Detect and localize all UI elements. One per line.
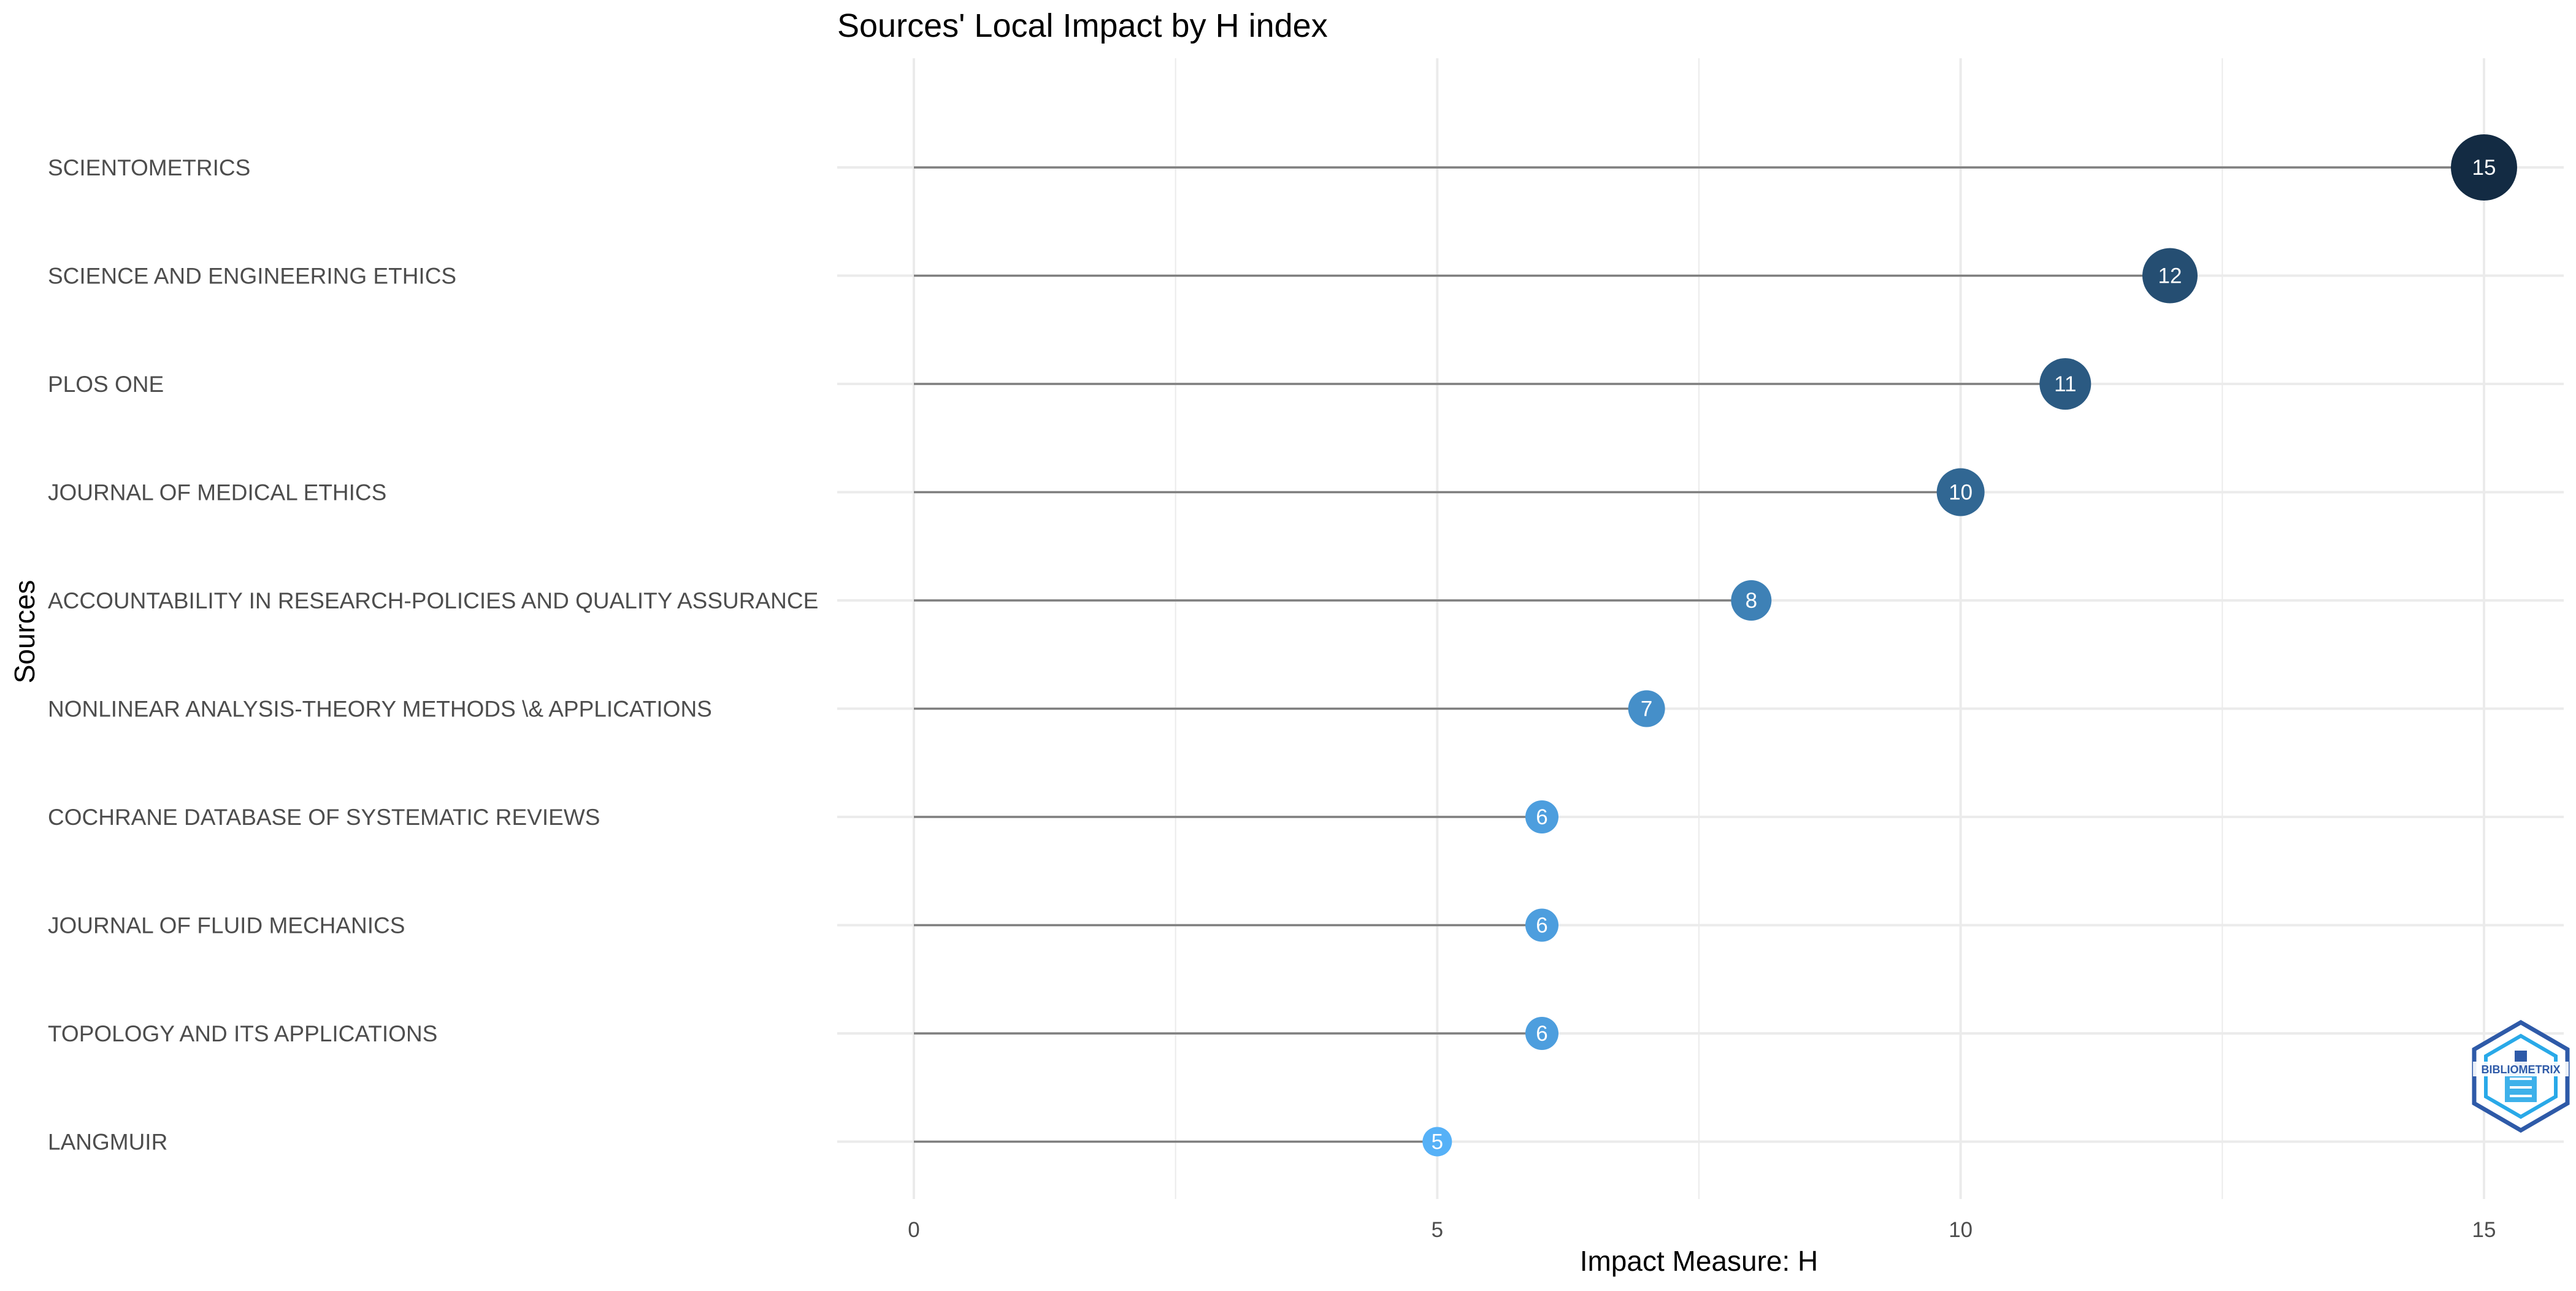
x-tick-label: 10 — [1949, 1218, 1972, 1242]
lollipop-points: 15 12 11 10 8 7 6 6 6 5 — [1422, 134, 2517, 1157]
point-value-label: 11 — [2054, 372, 2076, 396]
source-label: PLOS ONE — [48, 372, 164, 397]
y-axis-title: Sources — [9, 580, 40, 684]
source-label: TOPOLOGY AND ITS APPLICATIONS — [48, 1021, 437, 1046]
bibliometrix-logo-text: BIBLIOMETRIX — [2482, 1063, 2561, 1076]
chart-title: Sources' Local Impact by H index — [837, 7, 1328, 44]
point-value-label: 12 — [2158, 264, 2182, 288]
bibliometrix-logo: BIBLIOMETRIX — [2472, 1019, 2570, 1133]
source-label: LANGMUIR — [48, 1130, 167, 1155]
lollipop-point — [2142, 248, 2198, 304]
lollipop-point — [2451, 134, 2517, 201]
x-axis-tick-labels: 0 5 10 15 — [908, 1218, 2496, 1242]
lollipop-point — [1525, 1017, 1558, 1050]
point-value-label: 5 — [1432, 1130, 1443, 1154]
lollipop-point — [1525, 800, 1558, 833]
lollipop-stems — [914, 166, 2484, 1143]
source-label: JOURNAL OF FLUID MECHANICS — [48, 913, 405, 938]
point-value-label: 10 — [1949, 481, 1972, 505]
point-value-label: 6 — [1536, 914, 1547, 938]
y-axis-category-labels: SCIENTOMETRICS SCIENCE AND ENGINEERING ET… — [48, 155, 818, 1155]
source-label: SCIENTOMETRICS — [48, 155, 250, 180]
source-label: ACCOUNTABILITY IN RESEARCH-POLICIES AND … — [48, 588, 818, 613]
point-value-label: 6 — [1536, 1022, 1547, 1046]
source-label: COCHRANE DATABASE OF SYSTEMATIC REVIEWS — [48, 805, 600, 830]
point-value-label: 6 — [1536, 805, 1547, 829]
lollipop-point — [1628, 690, 1665, 727]
source-label: JOURNAL OF MEDICAL ETHICS — [48, 480, 386, 505]
source-label: NONLINEAR ANALYSIS-THEORY METHODS \& APP… — [48, 697, 712, 722]
lollipop-point — [1936, 468, 1985, 516]
lollipop-point — [1422, 1127, 1452, 1157]
point-value-label: 7 — [1641, 697, 1652, 721]
point-value-label: 15 — [2472, 156, 2496, 180]
source-label: SCIENCE AND ENGINEERING ETHICS — [48, 264, 456, 289]
x-tick-label: 0 — [908, 1218, 919, 1242]
lollipop-point — [1525, 908, 1558, 942]
x-tick-label: 15 — [2472, 1218, 2496, 1242]
x-axis-title: Impact Measure: H — [1580, 1245, 1819, 1277]
lollipop-point — [1731, 580, 1772, 621]
point-value-label: 8 — [1746, 589, 1757, 613]
lollipop-point — [2039, 358, 2091, 410]
x-tick-label: 5 — [1432, 1218, 1443, 1242]
